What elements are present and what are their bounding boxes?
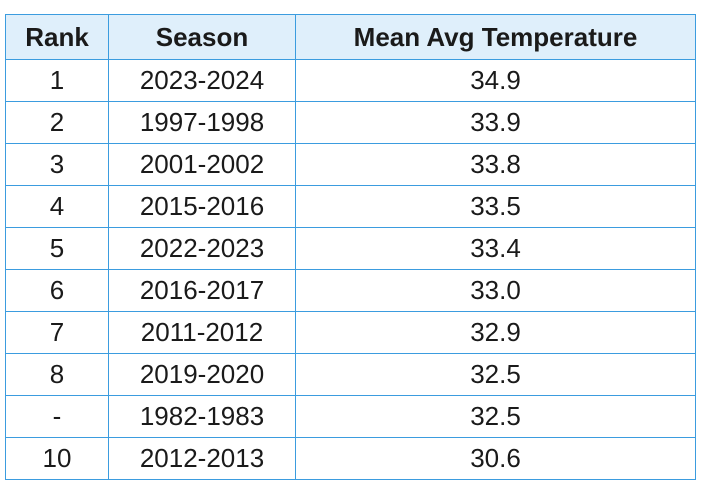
rank-cell: 2	[5, 101, 109, 144]
temperature-cell: 33.5	[295, 185, 696, 228]
rank-cell: 4	[5, 185, 109, 228]
rank-cell: 10	[5, 437, 109, 480]
season-cell: 2022-2023	[108, 227, 296, 270]
header-mean-avg-temperature: Mean Avg Temperature	[295, 14, 696, 60]
ranking-table: Rank Season Mean Avg Temperature 1 2023-…	[5, 14, 696, 480]
table-row: 8 2019-2020 32.5	[5, 353, 696, 396]
temperature-cell: 33.9	[295, 101, 696, 144]
table-row: 7 2011-2012 32.9	[5, 311, 696, 354]
table-body: 1 2023-2024 34.9 2 1997-1998 33.9 3 2001…	[5, 59, 696, 480]
table-row: 3 2001-2002 33.8	[5, 143, 696, 186]
season-cell: 1997-1998	[108, 101, 296, 144]
temperature-cell: 33.4	[295, 227, 696, 270]
table-row: 5 2022-2023 33.4	[5, 227, 696, 270]
rank-cell: 3	[5, 143, 109, 186]
header-season: Season	[108, 14, 296, 60]
temperature-cell: 33.0	[295, 269, 696, 312]
rank-cell: 5	[5, 227, 109, 270]
ranking-table-container: Rank Season Mean Avg Temperature 1 2023-…	[5, 14, 696, 480]
rank-cell: 8	[5, 353, 109, 396]
rank-cell: -	[5, 395, 109, 438]
season-cell: 2012-2013	[108, 437, 296, 480]
header-row: Rank Season Mean Avg Temperature	[5, 14, 696, 60]
temperature-cell: 32.5	[295, 395, 696, 438]
table-row: - 1982-1983 32.5	[5, 395, 696, 438]
table-row: 6 2016-2017 33.0	[5, 269, 696, 312]
temperature-cell: 32.5	[295, 353, 696, 396]
header-rank: Rank	[5, 14, 109, 60]
temperature-cell: 32.9	[295, 311, 696, 354]
season-cell: 2011-2012	[108, 311, 296, 354]
temperature-cell: 33.8	[295, 143, 696, 186]
rank-cell: 7	[5, 311, 109, 354]
temperature-cell: 34.9	[295, 59, 696, 102]
table-header: Rank Season Mean Avg Temperature	[5, 14, 696, 60]
season-cell: 2016-2017	[108, 269, 296, 312]
table-row: 2 1997-1998 33.9	[5, 101, 696, 144]
season-cell: 1982-1983	[108, 395, 296, 438]
rank-cell: 6	[5, 269, 109, 312]
season-cell: 2019-2020	[108, 353, 296, 396]
table-row: 4 2015-2016 33.5	[5, 185, 696, 228]
temperature-cell: 30.6	[295, 437, 696, 480]
season-cell: 2015-2016	[108, 185, 296, 228]
rank-cell: 1	[5, 59, 109, 102]
table-row: 10 2012-2013 30.6	[5, 437, 696, 480]
season-cell: 2023-2024	[108, 59, 296, 102]
table-row: 1 2023-2024 34.9	[5, 59, 696, 102]
season-cell: 2001-2002	[108, 143, 296, 186]
